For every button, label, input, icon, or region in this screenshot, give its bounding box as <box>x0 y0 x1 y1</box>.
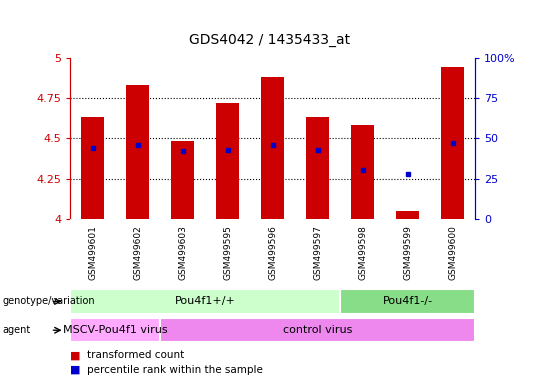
Text: percentile rank within the sample: percentile rank within the sample <box>87 365 264 375</box>
Text: GSM499596: GSM499596 <box>268 225 277 280</box>
Text: GSM499602: GSM499602 <box>133 225 142 280</box>
Bar <box>70 290 340 313</box>
Bar <box>396 211 419 219</box>
Text: agent: agent <box>3 325 31 335</box>
Text: Pou4f1-/-: Pou4f1-/- <box>383 296 433 306</box>
Bar <box>70 318 160 343</box>
Bar <box>307 117 329 219</box>
Text: ■: ■ <box>70 365 80 375</box>
Text: GSM499599: GSM499599 <box>403 225 412 280</box>
Bar <box>352 125 374 219</box>
Bar <box>172 141 194 219</box>
Bar <box>217 103 239 219</box>
Text: GSM499595: GSM499595 <box>223 225 232 280</box>
Text: GSM499597: GSM499597 <box>313 225 322 280</box>
Text: GDS4042 / 1435433_at: GDS4042 / 1435433_at <box>190 33 350 47</box>
Text: Pou4f1+/+: Pou4f1+/+ <box>175 296 235 306</box>
Text: GSM499598: GSM499598 <box>358 225 367 280</box>
Text: GSM499600: GSM499600 <box>448 225 457 280</box>
Bar <box>442 67 464 219</box>
Text: control virus: control virus <box>283 325 353 335</box>
Text: transformed count: transformed count <box>87 350 185 360</box>
Bar <box>261 77 284 219</box>
Text: ■: ■ <box>70 350 80 360</box>
Bar <box>82 117 104 219</box>
Bar <box>160 318 475 343</box>
Text: GSM499601: GSM499601 <box>88 225 97 280</box>
Bar <box>126 85 149 219</box>
Text: GSM499603: GSM499603 <box>178 225 187 280</box>
Text: MSCV-Pou4f1 virus: MSCV-Pou4f1 virus <box>63 325 167 335</box>
Text: genotype/variation: genotype/variation <box>3 296 96 306</box>
Bar <box>340 290 475 313</box>
